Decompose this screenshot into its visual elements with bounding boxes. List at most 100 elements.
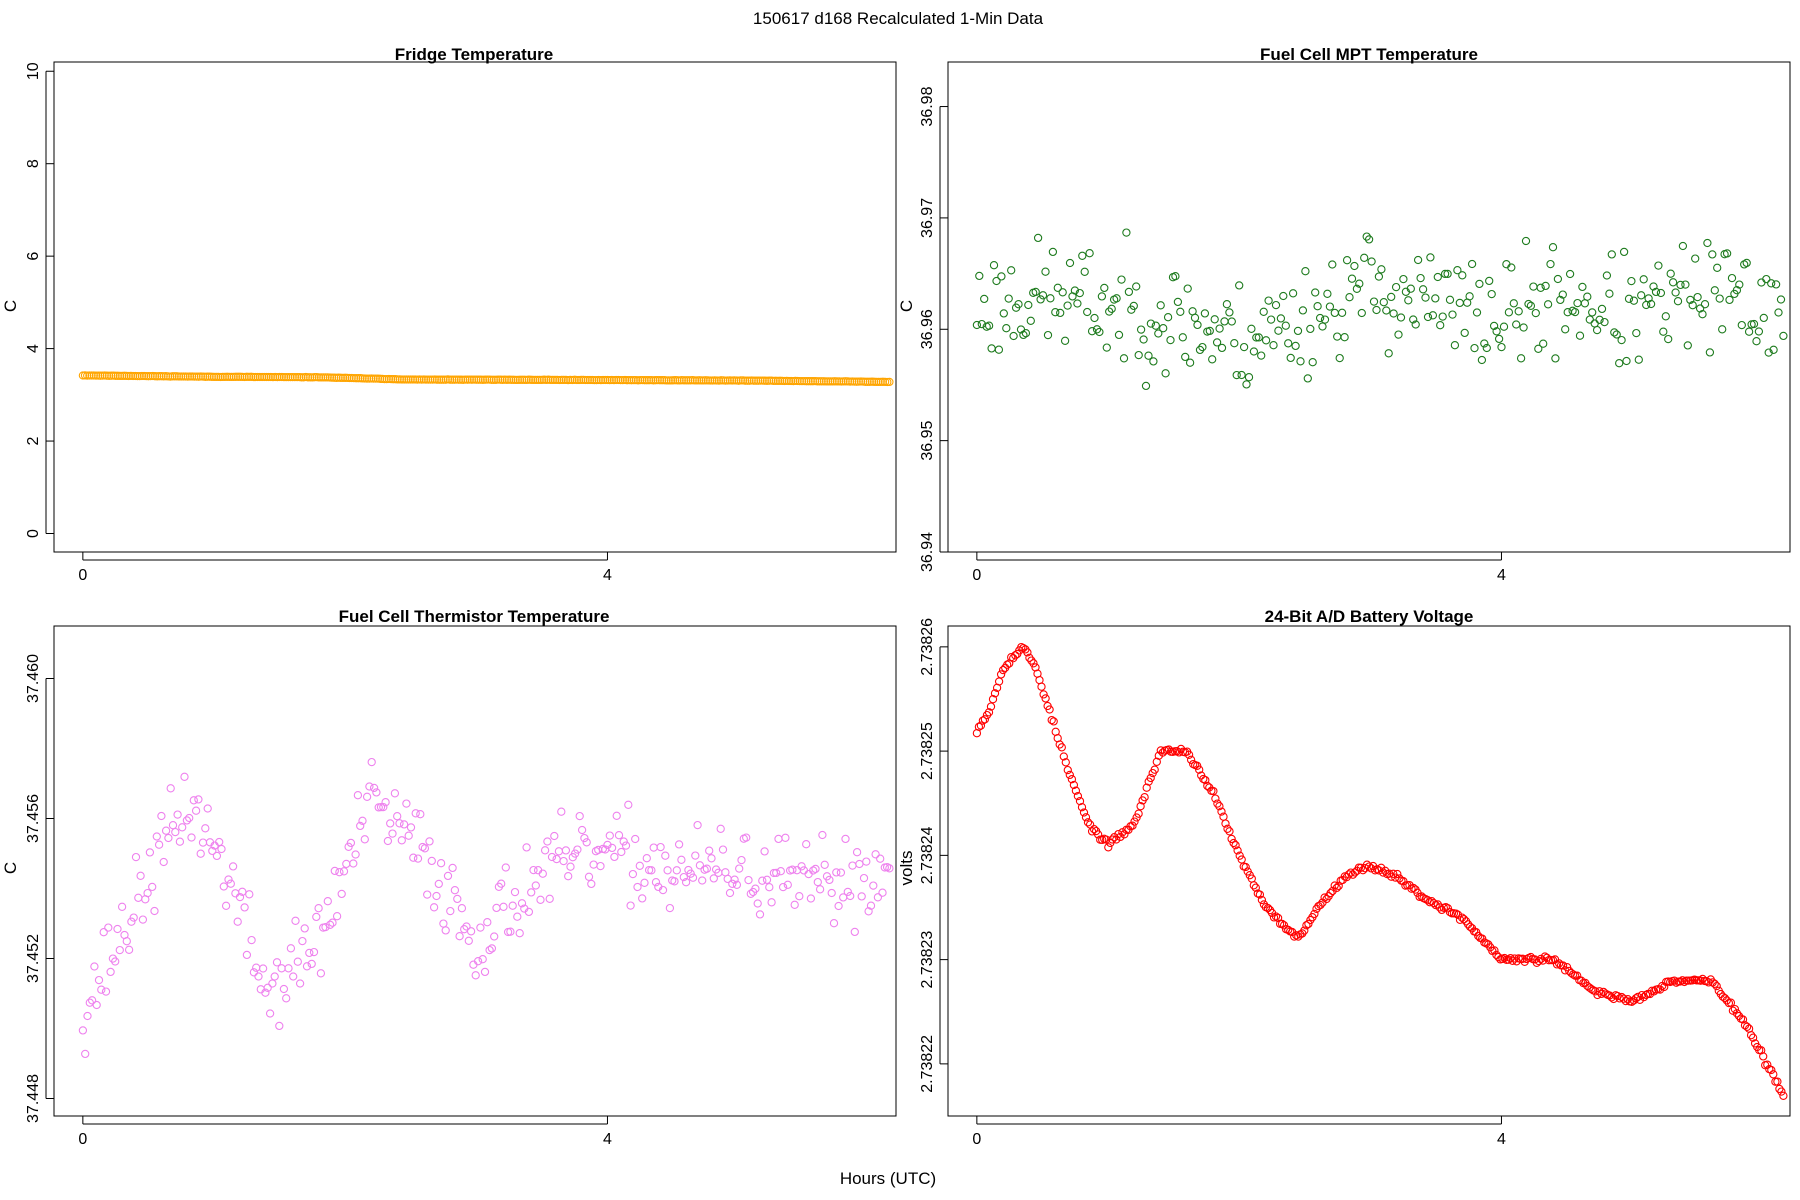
data-point	[293, 957, 302, 966]
data-point	[1252, 333, 1261, 342]
data-point	[1362, 232, 1371, 241]
y-axis-label: volts	[897, 851, 916, 886]
data-point	[1065, 770, 1074, 780]
data-point	[316, 969, 326, 978]
data-point	[1024, 300, 1033, 310]
data-point	[424, 375, 433, 384]
data-point	[672, 866, 681, 875]
data-point	[332, 912, 342, 921]
data-point	[871, 850, 880, 859]
data-point	[583, 375, 592, 385]
data-point	[1302, 921, 1311, 930]
data-point	[1195, 345, 1205, 355]
data-point	[1330, 881, 1339, 890]
data-point	[684, 376, 693, 385]
data-point	[404, 831, 413, 840]
data-point	[372, 788, 381, 797]
data-point	[1726, 998, 1736, 1007]
data-point	[420, 844, 430, 853]
data-point	[1156, 301, 1165, 310]
data-point	[557, 807, 566, 816]
data-point	[1134, 809, 1143, 818]
data-point	[559, 375, 568, 385]
data-point	[215, 837, 224, 847]
y-tick-label: 6	[25, 252, 42, 261]
data-point	[1364, 862, 1374, 871]
data-point	[1058, 288, 1067, 297]
data-point	[231, 889, 240, 898]
data-point	[848, 861, 857, 870]
data-point	[792, 866, 802, 875]
data-point	[380, 374, 389, 384]
data-point	[1021, 329, 1031, 338]
data-point	[802, 840, 811, 849]
data-point	[1345, 293, 1354, 302]
data-point	[145, 848, 155, 857]
data-point	[1259, 307, 1268, 316]
data-point	[314, 373, 324, 382]
data-point	[873, 893, 883, 902]
data-point	[134, 893, 143, 902]
data-point	[1334, 881, 1343, 891]
data-point	[1255, 890, 1265, 899]
data-point	[1037, 682, 1046, 691]
data-point	[1585, 315, 1594, 324]
plot-frame	[53, 61, 897, 553]
data-point	[221, 901, 231, 910]
data-point	[1673, 297, 1683, 306]
data-point	[1342, 256, 1352, 265]
data-point	[298, 936, 307, 946]
data-point	[1635, 995, 1645, 1004]
data-point	[737, 855, 746, 865]
data-point	[1676, 280, 1685, 290]
scatter-points	[78, 371, 894, 387]
x-tick-label: 0	[78, 1131, 87, 1148]
data-point	[1644, 294, 1653, 303]
data-point	[633, 882, 642, 892]
data-point	[1007, 266, 1016, 275]
data-point	[1519, 323, 1528, 332]
data-point	[577, 825, 587, 835]
data-point	[115, 945, 124, 955]
scatter-points	[972, 642, 1788, 1100]
data-point	[319, 373, 328, 382]
data-point	[1605, 289, 1614, 298]
panel-fridge-temperature: Fridge Temperature C 0 4 0 2 4 6 8 10	[1, 45, 897, 584]
data-point	[1257, 895, 1267, 905]
data-point	[1459, 915, 1469, 924]
data-point	[548, 375, 557, 385]
data-point	[628, 869, 638, 879]
data-point	[1597, 304, 1607, 314]
data-point	[1075, 288, 1084, 298]
data-point	[817, 377, 826, 386]
data-point	[999, 309, 1008, 318]
data-point	[219, 882, 228, 891]
data-point	[1073, 791, 1083, 801]
data-point	[292, 372, 302, 382]
data-point	[1475, 279, 1484, 289]
data-point	[605, 831, 614, 840]
data-point	[1315, 313, 1325, 323]
data-point	[1027, 656, 1036, 665]
data-point	[427, 856, 436, 866]
data-point	[746, 889, 755, 898]
panel-title: Fridge Temperature	[395, 45, 553, 64]
data-point	[566, 862, 575, 871]
data-point	[1656, 288, 1666, 298]
data-point	[339, 867, 349, 876]
data-point	[1124, 287, 1134, 297]
data-point	[262, 372, 271, 382]
data-point	[1504, 308, 1514, 317]
data-point	[1516, 354, 1526, 363]
data-point	[289, 972, 298, 981]
data-point	[1767, 279, 1776, 288]
data-point	[1465, 292, 1474, 301]
data-point	[1205, 326, 1214, 336]
data-point	[1223, 824, 1232, 833]
data-point	[744, 875, 753, 885]
data-point	[1526, 952, 1535, 962]
data-point	[1227, 834, 1236, 844]
data-point	[728, 879, 737, 888]
data-point	[277, 964, 286, 973]
